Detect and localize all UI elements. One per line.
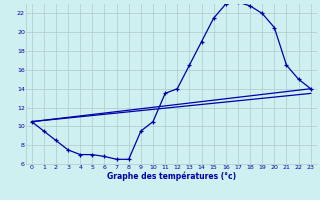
- X-axis label: Graphe des températures (°c): Graphe des températures (°c): [107, 171, 236, 181]
